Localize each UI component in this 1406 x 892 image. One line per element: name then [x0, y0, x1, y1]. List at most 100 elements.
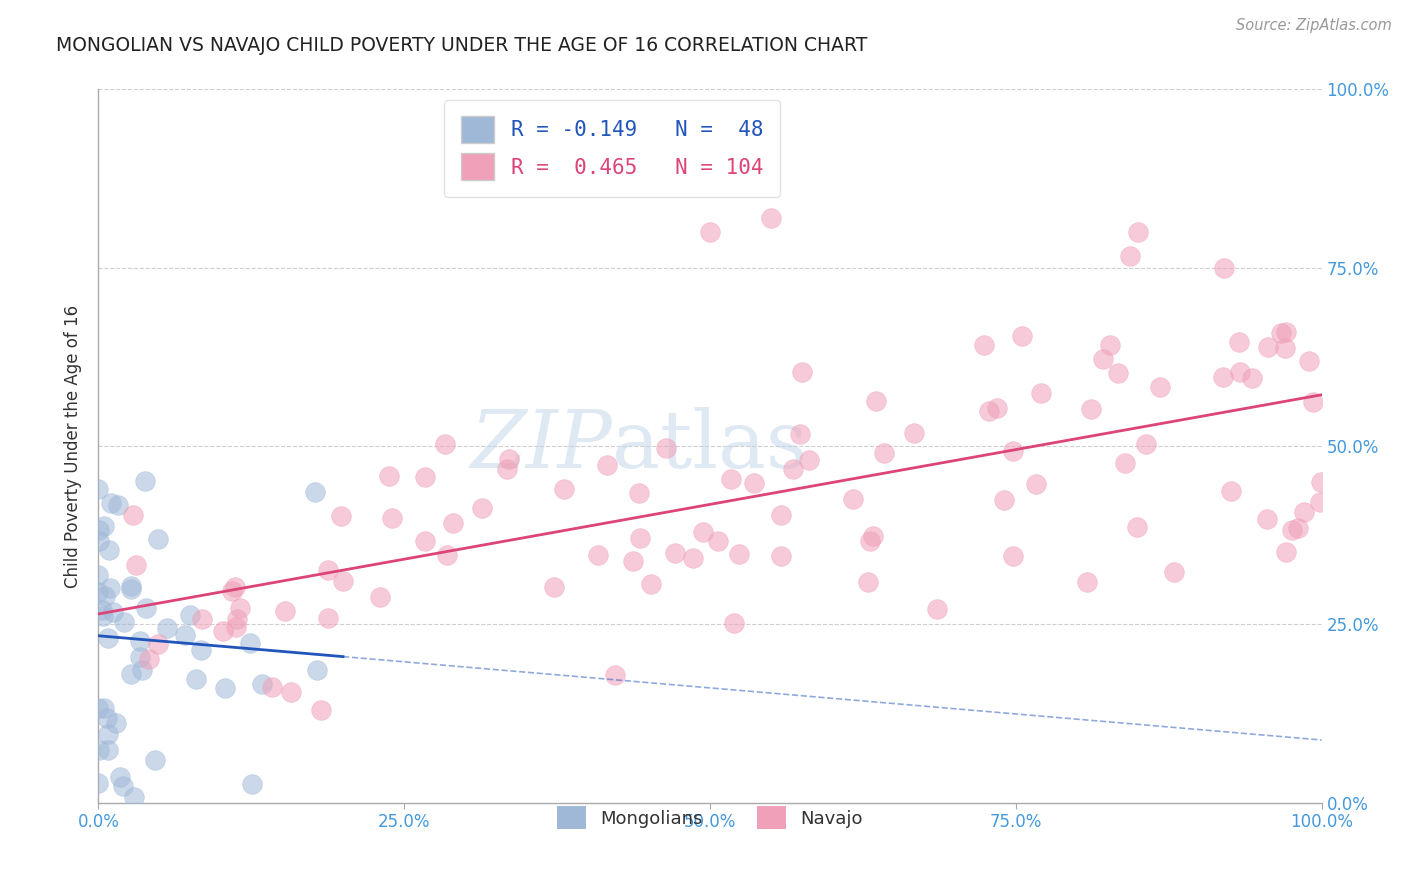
Point [1076, 574, 1098, 589]
Point [979, 404, 1001, 418]
Point [91, 609, 114, 624]
Point [214, 681, 236, 696]
Point [307, 664, 329, 678]
Point [87, 701, 110, 715]
Point [138, 652, 160, 666]
Point [1270, 326, 1292, 340]
Point [96, 727, 118, 741]
Point [250, 677, 273, 691]
Point [770, 549, 793, 564]
Point [135, 601, 157, 615]
Point [1149, 380, 1171, 394]
Point [378, 469, 401, 483]
Point [1128, 225, 1150, 239]
Point [316, 563, 339, 577]
Point [332, 574, 354, 588]
Point [221, 583, 243, 598]
Point [120, 667, 142, 681]
Point [1098, 338, 1121, 352]
Point [986, 401, 1008, 415]
Point [128, 649, 150, 664]
Point [1286, 521, 1309, 535]
Point [1011, 329, 1033, 343]
Point [993, 493, 1015, 508]
Point [723, 615, 745, 630]
Point [87, 584, 110, 599]
Point [1257, 340, 1279, 354]
Point [596, 458, 619, 472]
Point [841, 491, 863, 506]
Point [156, 620, 179, 634]
Point [782, 461, 804, 475]
Point [1119, 249, 1142, 263]
Point [120, 579, 142, 593]
Point [761, 211, 783, 225]
Point [856, 575, 879, 590]
Point [720, 472, 742, 486]
Point [1298, 354, 1320, 368]
Point [101, 605, 124, 619]
Point [1227, 334, 1250, 349]
Point [97, 743, 120, 757]
Point [87, 743, 110, 757]
Point [1302, 394, 1324, 409]
Point [148, 637, 170, 651]
Point [553, 483, 575, 497]
Point [100, 496, 122, 510]
Point [973, 338, 995, 352]
Point [112, 615, 135, 629]
Point [682, 550, 704, 565]
Point [143, 753, 166, 767]
Point [436, 549, 458, 563]
Point [225, 620, 247, 634]
Point [654, 441, 676, 455]
Point [1292, 505, 1315, 519]
Text: ZIP: ZIP [471, 408, 612, 484]
Point [1092, 351, 1115, 366]
Point [179, 607, 201, 622]
Point [1281, 523, 1303, 537]
Point [96, 711, 118, 725]
Point [792, 366, 814, 380]
Point [1274, 545, 1296, 559]
Point [628, 485, 651, 500]
Point [699, 225, 721, 239]
Text: Source: ZipAtlas.com: Source: ZipAtlas.com [1236, 18, 1392, 33]
Point [134, 475, 156, 489]
Point [1001, 444, 1024, 458]
Point [1025, 477, 1047, 491]
Text: MONGOLIAN VS NAVAJO CHILD POVERTY UNDER THE AGE OF 16 CORRELATION CHART: MONGOLIAN VS NAVAJO CHILD POVERTY UNDER … [56, 36, 868, 54]
Point [87, 482, 110, 496]
Point [1274, 341, 1296, 355]
Point [1240, 371, 1263, 385]
Point [1309, 494, 1331, 508]
Point [124, 790, 146, 805]
Point [1002, 549, 1025, 563]
Point [224, 580, 246, 594]
Point [498, 451, 520, 466]
Point [873, 446, 896, 460]
Point [1107, 366, 1129, 380]
Point [1114, 456, 1136, 470]
Y-axis label: Child Poverty Under the Age of 16: Child Poverty Under the Age of 16 [65, 304, 83, 588]
Point [228, 601, 250, 615]
Point [87, 524, 110, 538]
Point [125, 558, 148, 572]
Point [707, 534, 730, 549]
Point [368, 590, 391, 604]
Point [495, 462, 517, 476]
Point [1219, 484, 1241, 499]
Point [1212, 369, 1234, 384]
Point [664, 546, 686, 560]
Point [1126, 519, 1149, 533]
Point [122, 508, 145, 523]
Point [107, 498, 129, 512]
Point [186, 672, 208, 686]
Point [93, 701, 115, 715]
Point [87, 776, 110, 790]
Point [859, 533, 882, 548]
Point [865, 393, 887, 408]
Point [93, 518, 115, 533]
Point [318, 611, 340, 625]
Point [588, 549, 610, 563]
